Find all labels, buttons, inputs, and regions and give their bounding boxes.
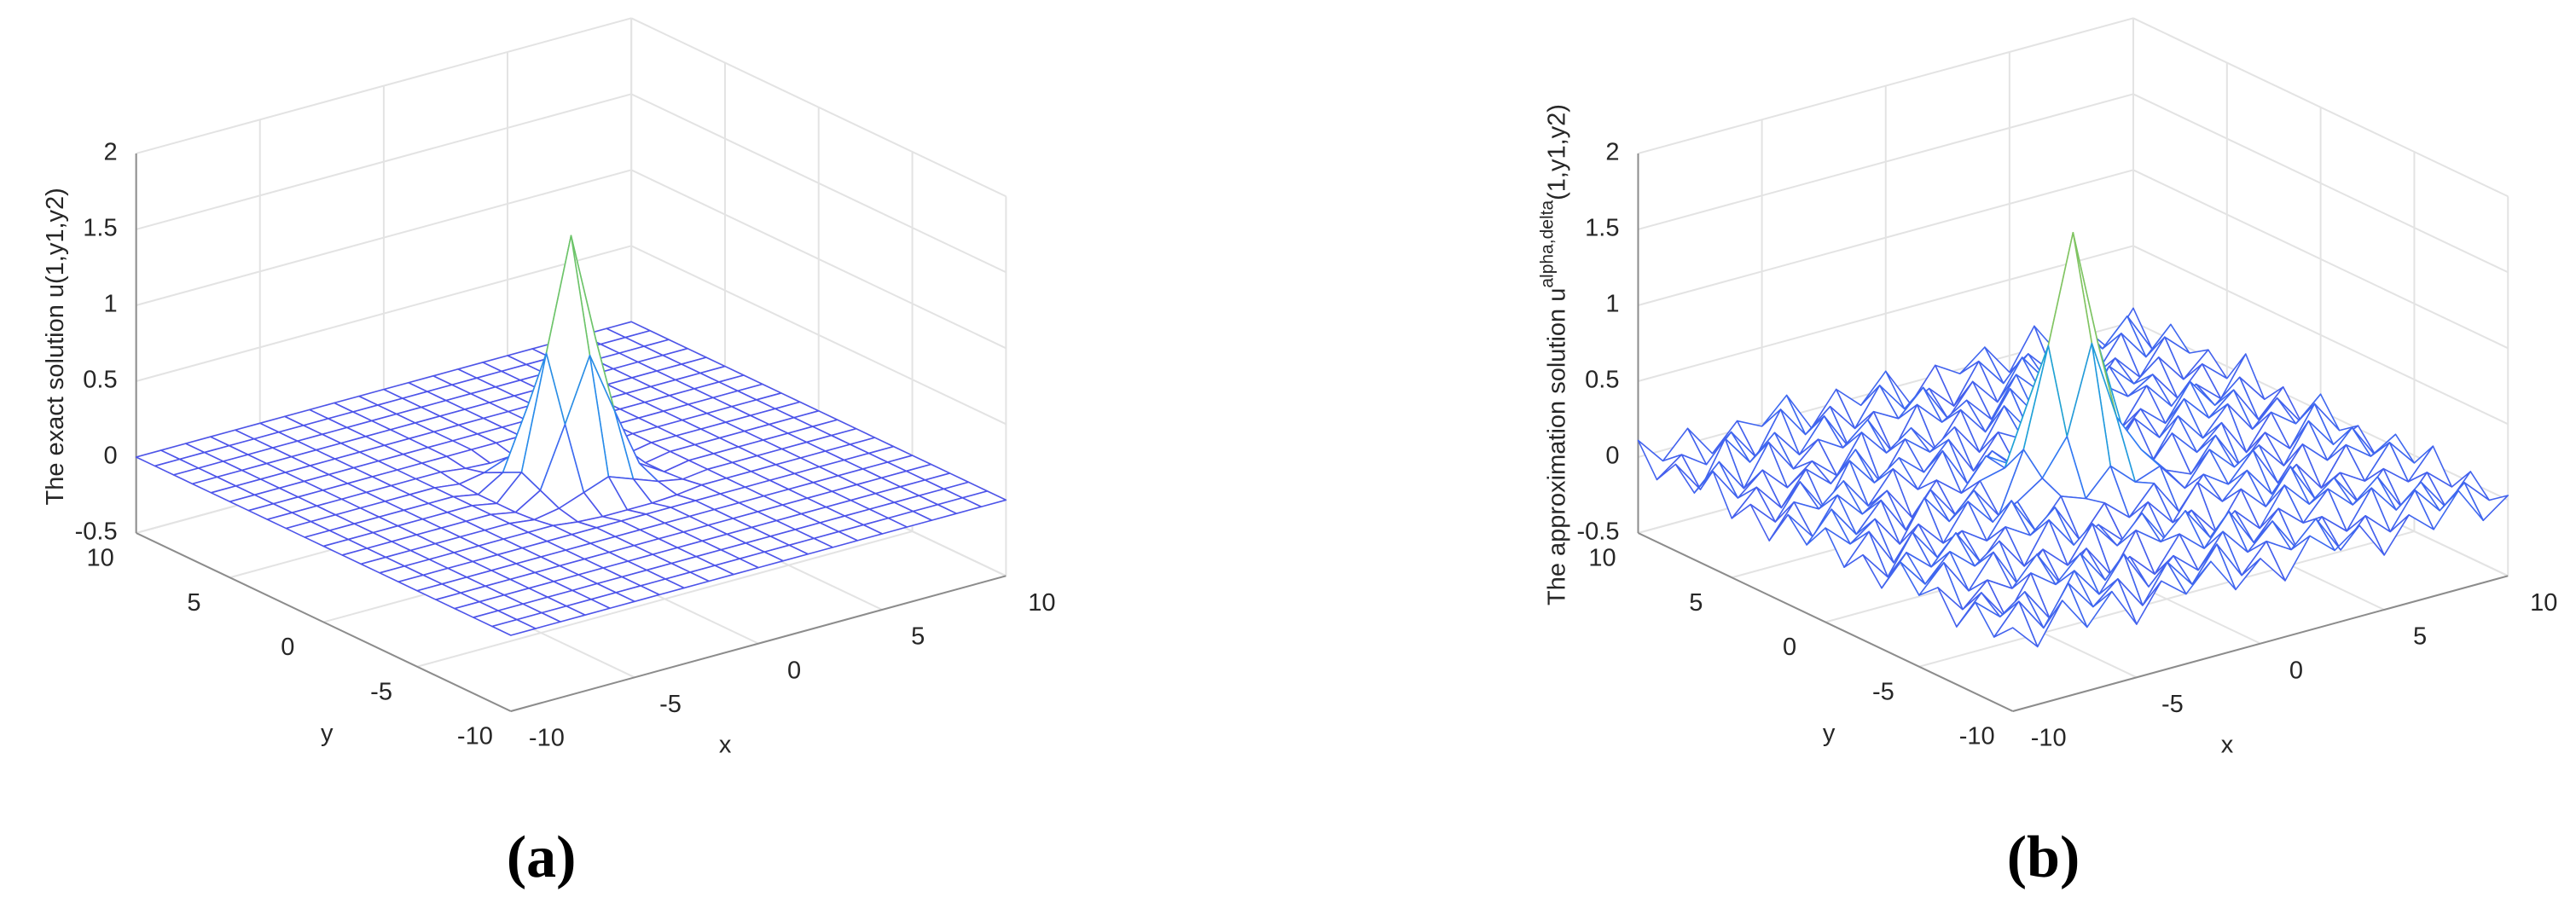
grid-line — [136, 169, 632, 306]
x-axis-label: x — [719, 731, 732, 758]
surface-cell — [1993, 600, 2039, 648]
y-tick-label: 0 — [281, 634, 294, 661]
y-axis-label: y — [321, 720, 334, 747]
z-tick-label: 0 — [103, 443, 117, 470]
z-tick-label: 1.5 — [83, 215, 117, 242]
y-tick-label: 5 — [1689, 589, 1703, 617]
y-tick-label: 10 — [87, 545, 114, 572]
grid-line — [1638, 17, 2134, 154]
z-tick-label: 2 — [1605, 139, 1619, 166]
z-tick-label: 1 — [103, 291, 117, 318]
y-tick-label: 10 — [1588, 545, 1616, 572]
grid-line — [2132, 93, 2509, 274]
x-tick-label: 10 — [1028, 589, 1055, 617]
grid-line — [136, 17, 632, 154]
surface-chart: -0.5 0 0.5 1 1.5 2 -10 -5 0 5 10 -10 -5 0 5 10 x y The exa… — [41, 17, 1056, 758]
y-tick-label: -5 — [370, 678, 392, 705]
y-axis — [1638, 532, 2014, 712]
x-tick-label: -10 — [529, 725, 565, 752]
x-tick-label: 10 — [2530, 589, 2557, 617]
z-axis-label: The exact solution u(1,y1,y2) — [41, 188, 68, 505]
grid-line — [136, 93, 632, 230]
grid-line — [1918, 530, 2415, 668]
z-axis-label-suffix: (1,y1,y2) — [1543, 104, 1570, 200]
grid-line — [630, 169, 1007, 350]
x-tick-label: 0 — [2289, 657, 2303, 684]
y-tick-label: 5 — [187, 589, 200, 617]
z-axis-label-main: The exact solution u(1,y1,y2) — [41, 188, 68, 505]
grid-line — [136, 245, 632, 382]
x-tick-label: 5 — [2413, 623, 2427, 651]
z-tick-label: -0.5 — [1577, 518, 1620, 546]
caption: (b) — [2007, 825, 2080, 890]
x-tick-label: -5 — [2161, 691, 2184, 718]
x-axis-label: x — [2221, 731, 2234, 758]
caption: (a) — [507, 825, 577, 890]
x-tick-label: -10 — [2031, 725, 2067, 752]
y-axis-label: y — [1823, 720, 1836, 747]
surface-chart: -0.5 0 0.5 1 1.5 2 -10 -5 0 5 10 -10 -5 0 5 10 x y The app… — [1537, 17, 2557, 758]
y-tick-label: -5 — [1872, 678, 1894, 705]
z-axis-label-superscript: alpha,delta — [1537, 200, 1557, 288]
x-tick-label: 0 — [787, 657, 801, 684]
x-axis — [510, 575, 1007, 712]
grid-line — [1638, 169, 2134, 306]
surface-cell — [491, 618, 537, 636]
z-tick-label: 1.5 — [1585, 215, 1619, 242]
z-tick-label: 2 — [103, 139, 117, 166]
x-tick-label: -5 — [659, 691, 682, 718]
y-tick-label: 0 — [1783, 634, 1796, 661]
grid-line — [1638, 93, 2134, 230]
grid-line — [2132, 169, 2509, 350]
z-tick-label: 0.5 — [1585, 367, 1619, 394]
z-tick-label: 1 — [1605, 291, 1619, 318]
grid-line — [416, 530, 913, 668]
grid-line — [630, 245, 1007, 426]
grid-line — [2132, 245, 2509, 426]
x-tick-label: 5 — [911, 623, 925, 651]
y-tick-label: -10 — [1959, 723, 1995, 750]
y-axis — [136, 532, 512, 712]
z-tick-label: 0.5 — [83, 367, 117, 394]
z-tick-label: -0.5 — [75, 518, 118, 546]
grid-line — [630, 93, 1007, 274]
y-tick-label: -10 — [457, 723, 493, 750]
grid-line — [1638, 245, 2134, 382]
z-axis-label: The approximation solution ualpha,delta(… — [1537, 104, 1570, 605]
x-axis — [2012, 575, 2509, 712]
grid-line — [630, 17, 1007, 198]
grid-line — [2132, 17, 2509, 198]
z-axis-label-main: The approximation solution u — [1543, 288, 1570, 605]
z-tick-label: 0 — [1605, 443, 1619, 470]
